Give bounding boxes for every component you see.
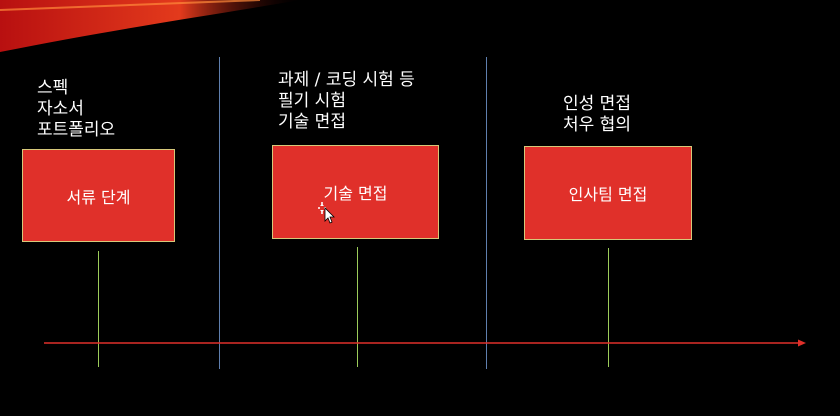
stage-3-label: 인사팀 면접 xyxy=(568,185,648,204)
stage-3-note-1: 인성 면접 xyxy=(563,94,631,114)
stage-1-label: 서류 단계 xyxy=(66,187,131,207)
stage-2-note-2: 필기 시험 xyxy=(278,91,346,111)
red-swoosh-decoration xyxy=(0,0,300,52)
stage-2-notes: 과제 / 코딩 시험 등 필기 시험 기술 면접 xyxy=(278,70,415,133)
stage-3-box[interactable]: 인사팀 면접 xyxy=(524,146,692,240)
stage-2-stem xyxy=(357,247,358,367)
stage-2-label: 기술 면접 xyxy=(323,184,388,203)
stage-1-stem xyxy=(98,251,99,367)
stage-3-notes: 인성 면접 처우 협의 xyxy=(563,94,631,136)
stage-3-stem xyxy=(608,248,609,367)
divider-1 xyxy=(219,57,220,369)
stage-1-note-1: 스펙 xyxy=(37,78,69,98)
stage-2-note-1: 과제 / 코딩 시험 등 xyxy=(278,70,415,90)
stage-1-note-2: 자소서 xyxy=(37,99,84,119)
stage-1-box[interactable]: 서류 단계 xyxy=(22,149,175,242)
move-cursor-icon xyxy=(318,202,335,224)
divider-2 xyxy=(486,57,487,369)
stage-1-note-3: 포트폴리오 xyxy=(37,120,116,140)
stage-1-notes: 스펙 자소서 포트폴리오 xyxy=(37,78,115,141)
stage-2-note-3: 기술 면접 xyxy=(278,112,346,132)
stage-2-box[interactable]: 기술 면접 xyxy=(272,145,439,239)
stage-3-note-2: 처우 협의 xyxy=(563,115,631,135)
